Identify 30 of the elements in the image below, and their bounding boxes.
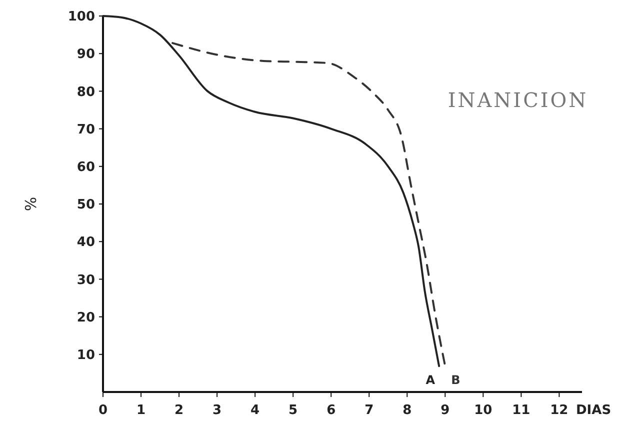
y-tick-label: 50: [76, 198, 95, 213]
y-tick-label: 80: [76, 84, 95, 100]
annotation: INANICION: [448, 88, 588, 112]
line-series: [172, 42, 446, 368]
y-tick-label: 90: [76, 47, 95, 62]
x-tick-label: 4: [250, 403, 260, 418]
y-axis-title: %: [22, 196, 40, 212]
x-tick-label: 7: [364, 403, 374, 418]
y-tick-label: 20: [76, 310, 95, 326]
x-tick-label: 9: [440, 403, 450, 418]
y-tick-label: 30: [76, 272, 95, 288]
x-tick-label: 5: [288, 403, 298, 418]
x-tick-label: 12: [550, 403, 568, 418]
x-tick-label: 8: [402, 403, 412, 418]
x-tick-label: 2: [174, 403, 184, 418]
x-tick-label: 0: [98, 403, 108, 418]
series-label: B: [451, 373, 460, 387]
y-tick-label: 100: [68, 10, 95, 25]
series-label: A: [426, 373, 436, 387]
x-tick-label: 3: [212, 403, 222, 418]
y-tick-label: 60: [76, 160, 95, 175]
x-tick-label: 6: [326, 403, 336, 418]
x-tick-label: 11: [512, 403, 530, 418]
x-tick-label: 10: [474, 403, 492, 418]
y-tick-label: 70: [76, 122, 95, 138]
line-series: [102, 15, 440, 368]
x-axis-title: DIAS: [576, 403, 612, 418]
x-tick-label: 1: [136, 403, 146, 418]
y-tick-label: 10: [76, 348, 95, 363]
y-tick-label: 40: [76, 235, 95, 250]
